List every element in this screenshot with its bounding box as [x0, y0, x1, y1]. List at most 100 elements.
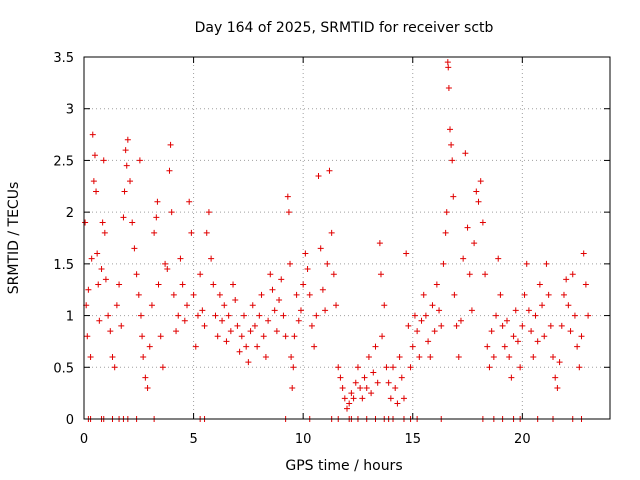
data-point [532, 312, 539, 319]
data-point [506, 353, 513, 360]
data-point [372, 343, 379, 350]
data-point [84, 333, 91, 340]
data-point [306, 291, 313, 298]
data-point [300, 281, 307, 288]
data-point [486, 364, 493, 371]
data-point [203, 229, 210, 236]
data-point [385, 379, 392, 386]
data-point [317, 245, 324, 252]
data-point [449, 157, 456, 164]
data-point [328, 229, 335, 236]
data-point [383, 364, 390, 371]
data-point [330, 271, 337, 278]
data-point [232, 297, 239, 304]
data-point [324, 260, 331, 267]
data-point [377, 271, 384, 278]
data-point [361, 374, 368, 381]
data-point [216, 291, 223, 298]
data-point [376, 240, 383, 247]
data-point [282, 333, 289, 340]
data-point [462, 150, 469, 157]
data-point [219, 317, 226, 324]
data-point [514, 338, 521, 345]
data-point [350, 395, 357, 402]
x-tick-label: 10 [295, 432, 312, 447]
data-point [148, 302, 155, 309]
data-point [113, 302, 120, 309]
plot-frame [83, 56, 611, 420]
x-tick-label: 5 [189, 432, 197, 447]
data-point [488, 328, 495, 335]
data-point [280, 312, 287, 319]
data-point [95, 281, 102, 288]
data-point [166, 167, 173, 174]
data-point [582, 281, 589, 288]
data-point [315, 172, 322, 179]
data-point [121, 188, 128, 195]
data-point [534, 338, 541, 345]
data-point [144, 384, 151, 391]
data-point [177, 255, 184, 262]
data-point [221, 302, 228, 309]
data-point [333, 302, 340, 309]
data-point [448, 141, 455, 148]
data-point [175, 312, 182, 319]
data-point [190, 291, 197, 298]
data-point [508, 374, 515, 381]
data-point [254, 343, 261, 350]
data-point [123, 162, 130, 169]
data-point [284, 193, 291, 200]
data-point [337, 374, 344, 381]
data-point [234, 322, 241, 329]
data-point [227, 328, 234, 335]
data-point [490, 353, 497, 360]
data-point [381, 302, 388, 309]
data-point [495, 255, 502, 262]
data-point [302, 250, 309, 257]
data-point [473, 188, 480, 195]
data-point [102, 276, 109, 283]
data-point [392, 384, 399, 391]
data-point [445, 64, 452, 71]
data-point [523, 260, 530, 267]
data-point [539, 302, 546, 309]
x-axis-label: GPS time / hours [285, 458, 402, 474]
data-point [260, 333, 267, 340]
data-point [475, 198, 482, 205]
data-point [238, 333, 245, 340]
data-point [109, 353, 116, 360]
data-point [438, 322, 445, 329]
data-point [133, 271, 140, 278]
data-point [501, 343, 508, 350]
data-point [554, 384, 561, 391]
data-point [245, 359, 252, 366]
x-ticks: 0 5 10 15 20 [80, 57, 531, 447]
data-point [442, 229, 449, 236]
data-point [249, 302, 256, 309]
data-point [297, 307, 304, 314]
data-point [289, 384, 296, 391]
data-point [479, 219, 486, 226]
data-point [510, 333, 517, 340]
data-point [82, 219, 89, 226]
data-point [468, 307, 475, 314]
data-point [365, 353, 372, 360]
data-point [85, 286, 92, 293]
y-tick-label: 1.5 [53, 258, 74, 273]
data-point [457, 317, 464, 324]
data-point [477, 178, 484, 185]
data-point [348, 390, 355, 397]
y-tick-label: 3.5 [53, 51, 74, 66]
data-point [569, 271, 576, 278]
data-point [107, 328, 114, 335]
data-point [447, 126, 454, 133]
data-point [550, 353, 557, 360]
data-point [208, 255, 215, 262]
y-tick-label: 0 [66, 413, 74, 428]
data-point [192, 343, 199, 350]
y-ticks: 0 0.5 1 1.5 2 2.5 3 3.5 [53, 51, 610, 428]
data-point [357, 384, 364, 391]
data-point [197, 271, 204, 278]
data-point [184, 302, 191, 309]
data-point [304, 266, 311, 273]
